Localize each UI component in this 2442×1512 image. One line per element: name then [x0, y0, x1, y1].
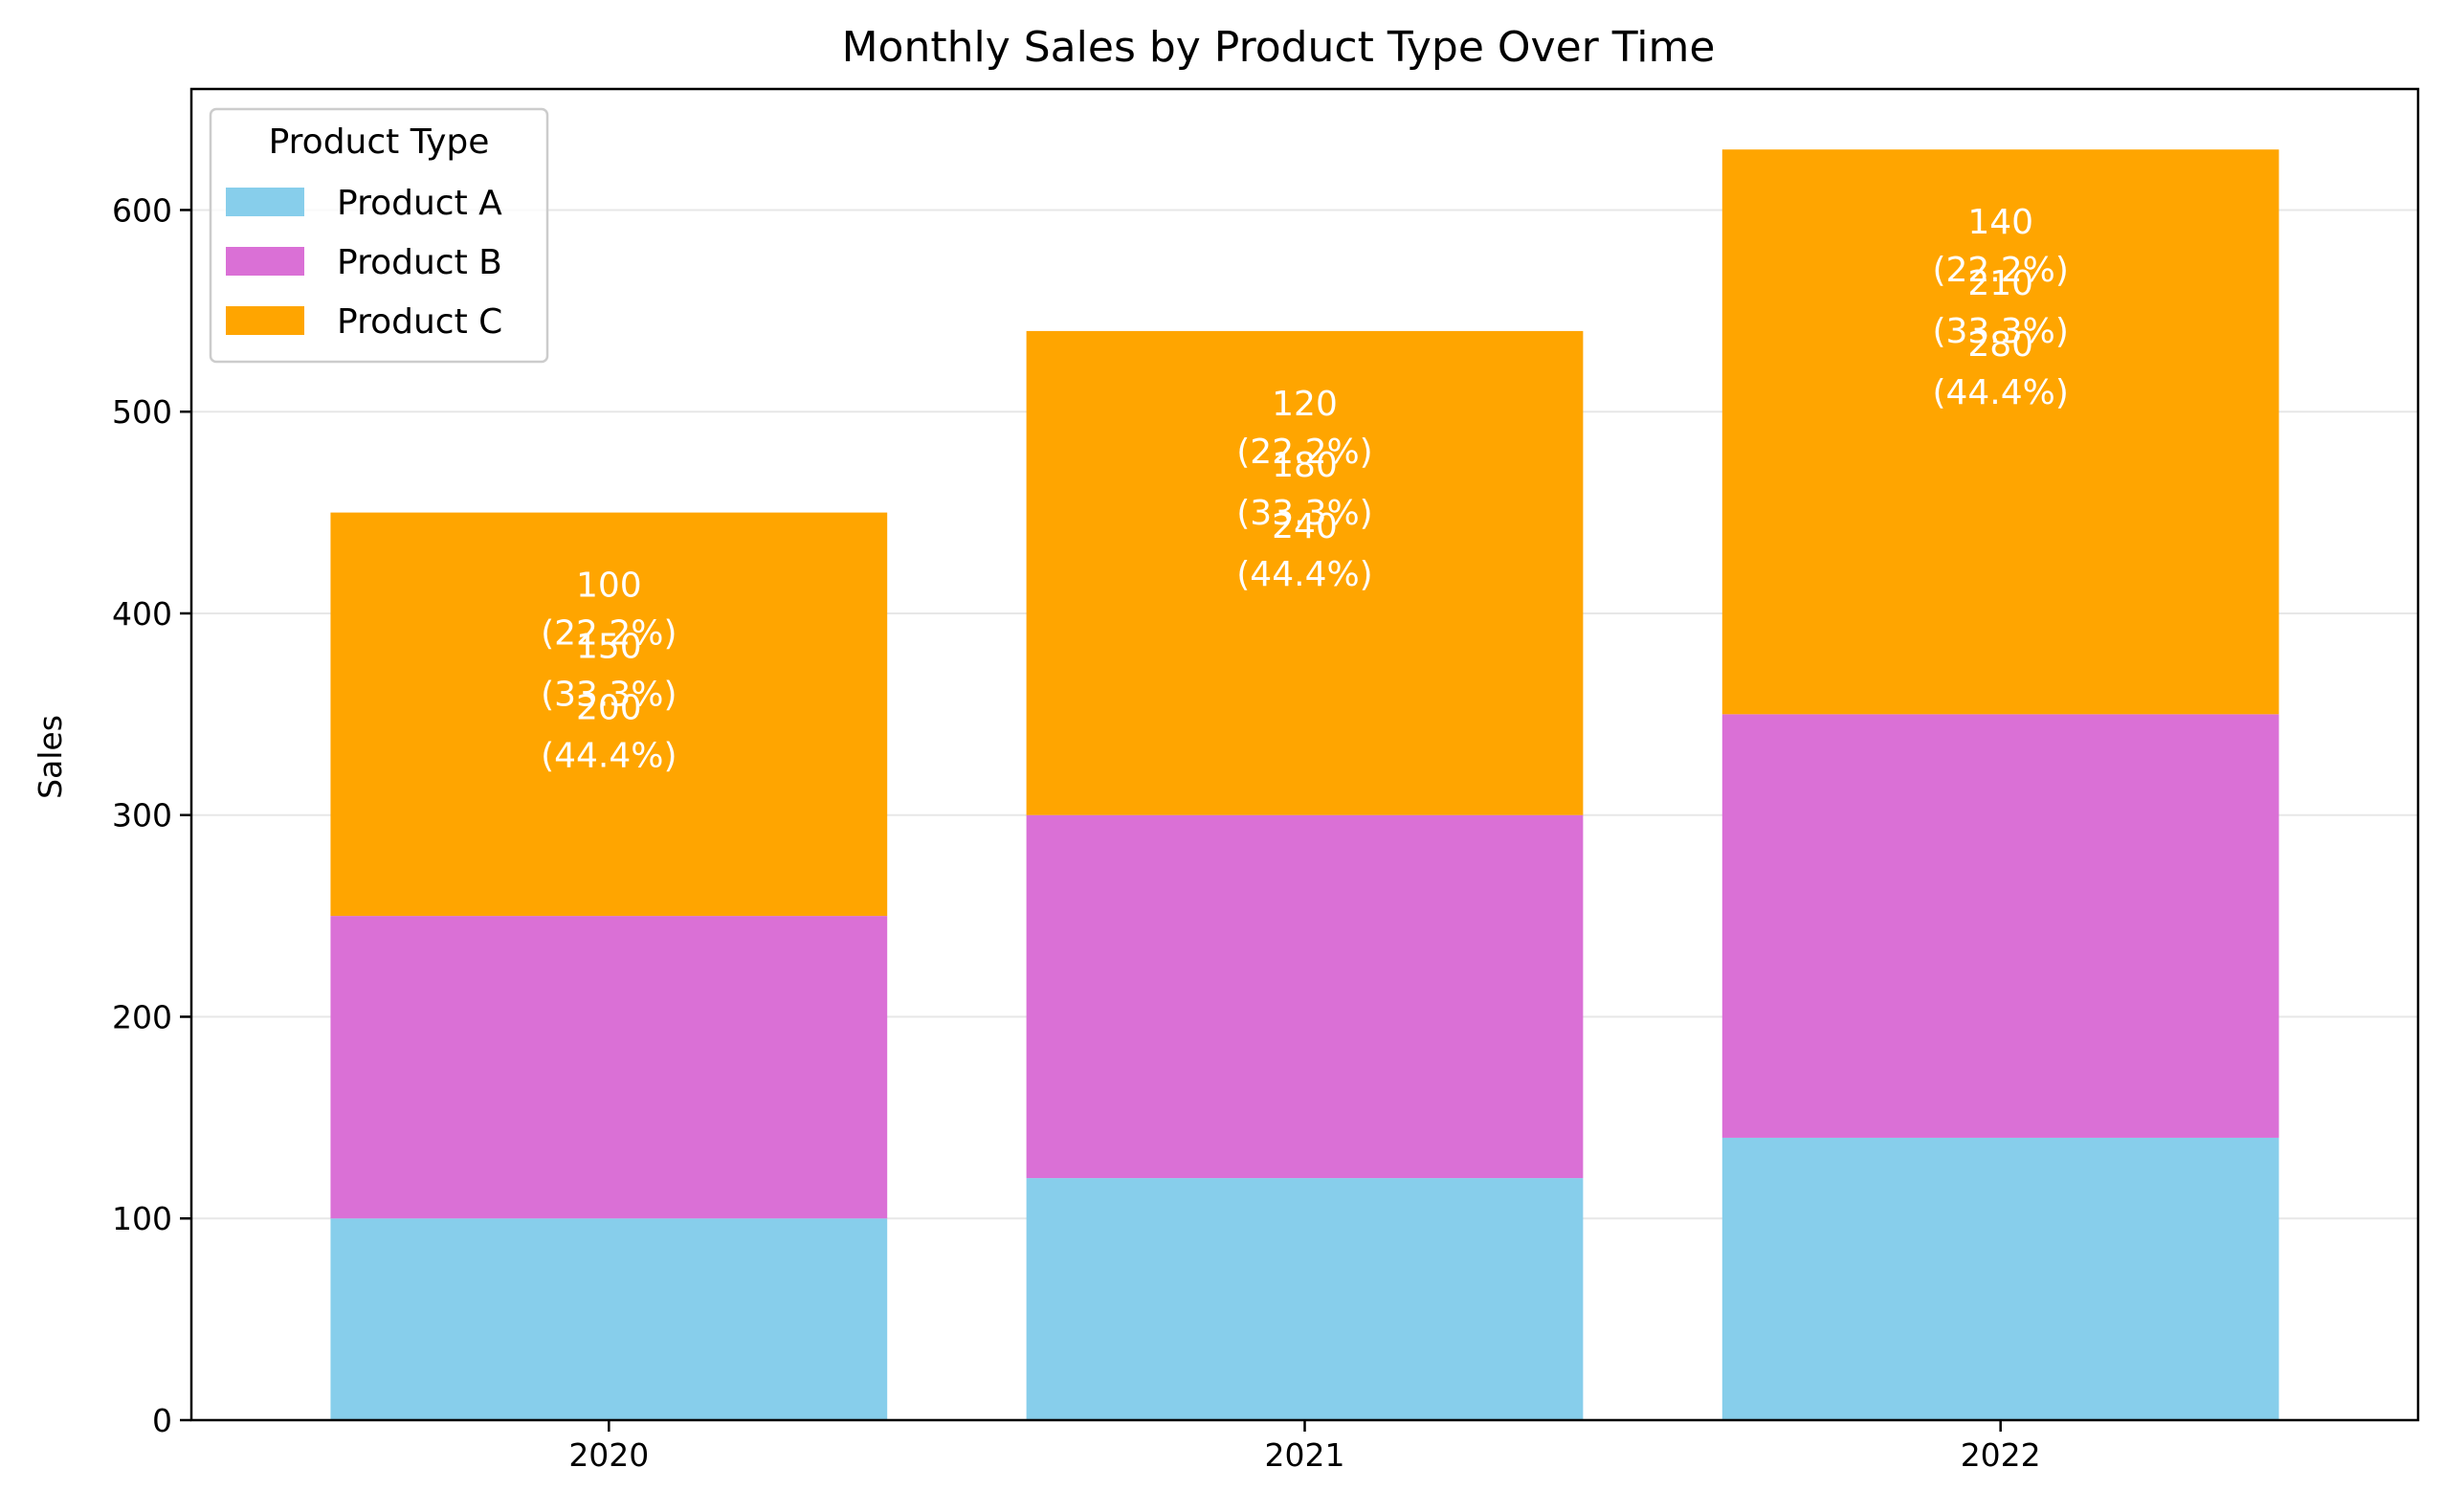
- bar-percent-label: (22.2%): [1932, 251, 2068, 290]
- x-axis-ticks: 2020 2021 2022: [568, 1420, 2041, 1474]
- x-tick-label: 2021: [1265, 1436, 1345, 1474]
- bar-segment: [330, 1218, 888, 1420]
- legend-entry-label: Product B: [337, 243, 502, 282]
- legend-entry-label: Product C: [337, 302, 502, 342]
- bar-value-label: 200: [576, 689, 642, 728]
- y-tick-label: 600: [112, 191, 172, 229]
- bar-value-label: 100: [576, 567, 642, 606]
- bar-segment: [1721, 714, 2279, 1138]
- bar-value-label: 280: [1967, 325, 2033, 365]
- bars: [330, 149, 2279, 1420]
- y-tick-label: 400: [112, 595, 172, 633]
- legend: Product Type Product A Product B Product C: [209, 107, 549, 364]
- bar-segment: [1721, 1137, 2279, 1420]
- bar-labels: 100(22.2%)150(33.3%)200(44.4%)120(22.2%)…: [541, 203, 2069, 775]
- y-axis-label: Sales: [32, 715, 69, 799]
- bar-segment: [1721, 149, 2279, 715]
- y-tick-label: 500: [112, 393, 172, 431]
- bar-percent-label: (44.4%): [1236, 555, 1372, 594]
- bar-segment: [330, 512, 888, 917]
- x-tick-label: 2022: [1961, 1436, 2041, 1474]
- bar-value-label: 140: [1967, 203, 2033, 242]
- bar-percent-label: (33.3%): [1932, 312, 2068, 351]
- x-tick-label: 2020: [568, 1436, 649, 1474]
- y-tick-label: 300: [112, 797, 172, 834]
- bar-percent-label: (33.3%): [541, 676, 677, 715]
- bar-percent-label: (22.2%): [1236, 433, 1372, 472]
- y-tick-label: 0: [152, 1402, 172, 1439]
- bar-segment: [1026, 1178, 1584, 1420]
- bar-value-label: 180: [1272, 446, 1338, 485]
- legend-swatch: [226, 188, 304, 216]
- bar-value-label: 120: [1272, 385, 1338, 424]
- legend-swatch: [226, 306, 304, 335]
- bar-segment: [1026, 814, 1584, 1179]
- legend-swatch: [226, 247, 304, 276]
- y-tick-label: 100: [112, 1200, 172, 1237]
- chart-title: Monthly Sales by Product Type Over Time: [842, 23, 1716, 72]
- legend-entry-label: Product A: [337, 184, 502, 223]
- bar-value-label: 240: [1272, 507, 1338, 546]
- bar-segment: [330, 916, 888, 1219]
- legend-title: Product Type: [269, 122, 490, 162]
- bar-segment: [1026, 330, 1584, 815]
- bar-value-label: 150: [576, 628, 642, 667]
- y-tick-label: 200: [112, 998, 172, 1035]
- bar-value-label: 210: [1967, 264, 2033, 303]
- bar-percent-label: (44.4%): [541, 737, 677, 776]
- bar-percent-label: (22.2%): [541, 614, 677, 654]
- bar-percent-label: (44.4%): [1932, 373, 2068, 412]
- y-axis-ticks: 0 100 200 300 400 500 600: [112, 191, 191, 1439]
- legend-box: [209, 107, 549, 364]
- bar-percent-label: (33.3%): [1236, 494, 1372, 533]
